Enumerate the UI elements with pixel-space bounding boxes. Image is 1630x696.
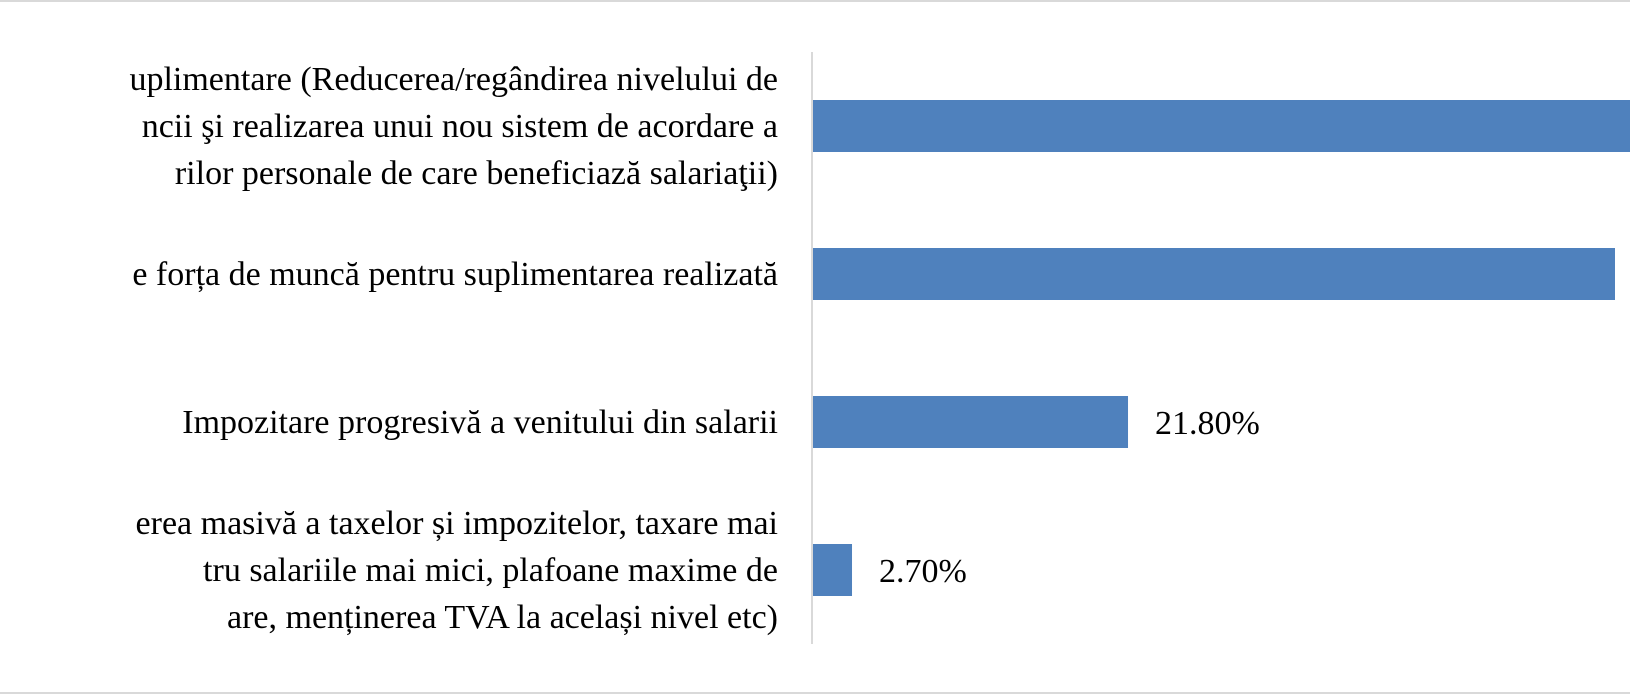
category-label-1: uplimentare (Reducerea/regândirea nivelu… — [129, 61, 778, 192]
category-label-line: rilor personale de care beneficiază sala… — [175, 155, 778, 192]
bar-1 — [813, 100, 1630, 152]
category-label-line: Impozitare progresivă a venitului din sa… — [182, 404, 778, 441]
top-border — [0, 0, 1630, 2]
category-label-line: tru salariile mai mici, plafoane maxime … — [203, 552, 778, 589]
data-label-4: 2.70% — [879, 553, 967, 590]
bottom-border — [0, 692, 1630, 694]
category-label-line: erea masivă a taxelor și impozitelor, ta… — [136, 505, 778, 542]
bar-3 — [813, 396, 1129, 448]
bar-4 — [813, 544, 853, 596]
category-label-3: Impozitare progresivă a venitului din sa… — [182, 404, 778, 441]
bar-2 — [813, 248, 1615, 300]
category-label-line: ncii şi realizarea unui nou sistem de ac… — [142, 108, 778, 145]
category-label-line: are, menținerea TVA la același nivel etc… — [227, 599, 778, 636]
category-label-2: e forța de muncă pentru suplimentarea re… — [132, 256, 778, 293]
category-label-4: erea masivă a taxelor și impozitelor, ta… — [136, 505, 778, 636]
category-label-line: e forța de muncă pentru suplimentarea re… — [132, 256, 778, 293]
data-label-3: 21.80% — [1155, 405, 1260, 442]
category-label-line: uplimentare (Reducerea/regândirea nivelu… — [129, 61, 778, 98]
